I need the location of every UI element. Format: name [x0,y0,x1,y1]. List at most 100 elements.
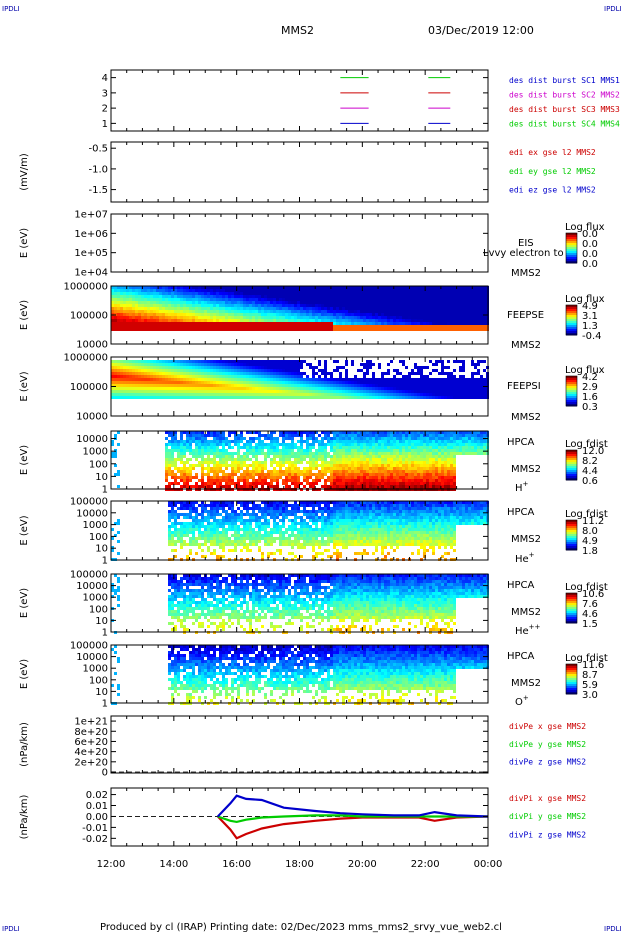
heatmap-cell [258,307,261,310]
heatmap-cell [333,482,336,485]
heatmap-cell [483,322,486,325]
heatmap-cell [174,396,177,399]
heatmap-cell [456,360,459,363]
heatmap-cell [345,458,348,461]
heatmap-cell [294,476,297,479]
heatmap-cell [123,393,126,396]
heatmap-cell [174,313,177,316]
heatmap-cell [126,328,129,331]
heatmap-cell [306,301,309,304]
heatmap-cell [249,369,252,372]
heatmap-cell [381,301,384,304]
heatmap-cell [330,307,333,310]
heatmap-cell [135,295,138,298]
heatmap-cell [321,292,324,295]
heatmap-cell [414,381,417,384]
heatmap-cell [159,301,162,304]
heatmap-cell [312,443,315,446]
heatmap-cell [231,363,234,366]
heatmap-cell [252,455,255,458]
legend-entry: des dist burst SC4 MMS4 [509,120,620,129]
heatmap-cell [255,449,258,452]
heatmap-cell [171,363,174,366]
heatmap-cell [249,298,252,301]
heatmap-cell [366,479,369,482]
heatmap-cell [282,319,285,322]
heatmap-cell [189,390,192,393]
heatmap-cell [303,455,306,458]
heatmap-cell [111,366,114,369]
heatmap-cell [213,455,216,458]
heatmap-cell [264,325,267,328]
heatmap-cell [306,449,309,452]
heatmap-cell [243,384,246,387]
heatmap-cell [381,387,384,390]
heatmap-cell [270,437,273,440]
heatmap-cell [243,452,246,455]
heatmap-cell [276,461,279,464]
heatmap-cell [213,360,216,363]
heatmap-cell [114,372,117,375]
heatmap-cell [210,292,213,295]
heatmap-cell [321,446,324,449]
heatmap-cell [177,295,180,298]
heatmap-cell [381,443,384,446]
heatmap-cell [285,482,288,485]
heatmap-cell [459,393,462,396]
heatmap-cell [123,322,126,325]
heatmap-cell [240,292,243,295]
heatmap-cell [213,446,216,449]
heatmap-cell [270,449,273,452]
heatmap-cell [213,310,216,313]
heatmap-cell [162,393,165,396]
colorbar-swatch [566,305,577,308]
heatmap-cell [276,372,279,375]
heatmap-cell [306,363,309,366]
heatmap-cell [309,384,312,387]
heatmap-cell [351,301,354,304]
heatmap-cell [465,381,468,384]
heatmap-cell [300,289,303,292]
y-tick-label: 1 [102,119,108,130]
heatmap-cell [237,298,240,301]
heatmap-cell [129,366,132,369]
heatmap-cell [420,387,423,390]
heatmap-cell [396,292,399,295]
heatmap-cell [360,369,363,372]
heatmap-cell [243,375,246,378]
heatmap-cell [363,479,366,482]
heatmap-cell [261,467,264,470]
heatmap-cell [246,298,249,301]
heatmap-cell [246,467,249,470]
heatmap-cell [381,455,384,458]
heatmap-cell [165,310,168,313]
heatmap-cell [306,298,309,301]
heatmap-cell [396,393,399,396]
heatmap-cell [291,369,294,372]
heatmap-cell [222,476,225,479]
heatmap-cell [441,292,444,295]
heatmap-cell [354,473,357,476]
heatmap-cell [384,292,387,295]
heatmap-cell [399,384,402,387]
heatmap-cell [177,470,180,473]
heatmap-cell [345,295,348,298]
heatmap-cell [468,387,471,390]
heatmap-cell [180,298,183,301]
heatmap-cell [180,461,183,464]
heatmap-cell [390,310,393,313]
heatmap-cell [339,286,342,289]
heatmap-cell [402,328,405,331]
heatmap-cell [291,310,294,313]
heatmap-cell [327,387,330,390]
heatmap-cell [249,464,252,467]
heatmap-cell [111,375,114,378]
heatmap-cell [207,455,210,458]
heatmap-cell [288,328,291,331]
heatmap-cell [417,307,420,310]
heatmap-cell [381,304,384,307]
heatmap-cell [369,446,372,449]
heatmap-cell [111,319,114,322]
heatmap-cell [345,446,348,449]
